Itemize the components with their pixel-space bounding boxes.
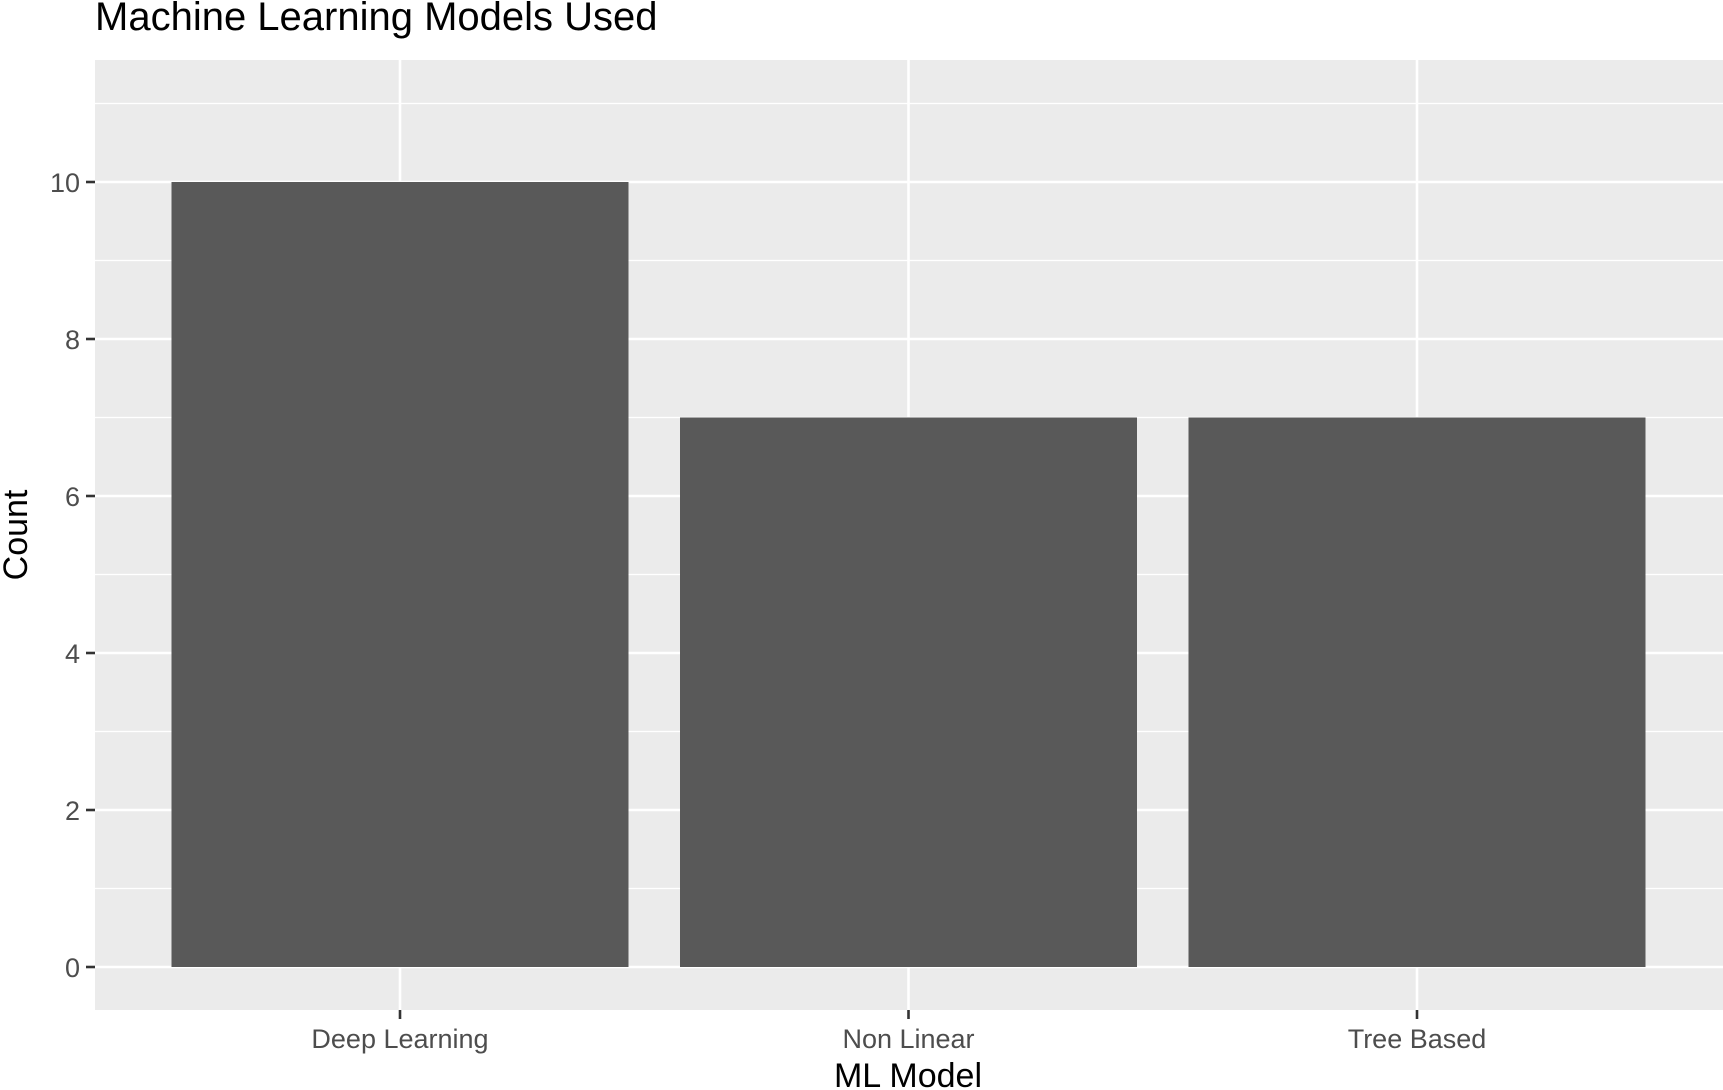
x-tick-label: Tree Based	[1348, 1024, 1487, 1054]
bar-non-linear	[680, 417, 1137, 967]
bars	[171, 182, 1646, 967]
y-tick-label: 4	[65, 639, 80, 669]
x-axis-label: ML Model	[834, 1057, 982, 1090]
y-axis: 0 2 4 6 8 10	[50, 168, 95, 983]
y-tick-label: 2	[65, 796, 80, 826]
bar-deep-learning	[171, 182, 629, 967]
y-tick-label: 6	[65, 482, 80, 512]
bar-tree-based	[1188, 417, 1646, 967]
x-axis: Deep Learning Non Linear Tree Based	[311, 1010, 1486, 1054]
chart-title: Machine Learning Models Used	[95, 0, 658, 39]
y-tick-label: 8	[65, 325, 80, 355]
x-tick-label: Deep Learning	[311, 1024, 488, 1054]
x-tick-label: Non Linear	[842, 1024, 974, 1054]
y-tick-label: 10	[50, 168, 80, 198]
y-tick-label: 0	[65, 953, 80, 983]
y-axis-label: Count	[0, 489, 35, 580]
